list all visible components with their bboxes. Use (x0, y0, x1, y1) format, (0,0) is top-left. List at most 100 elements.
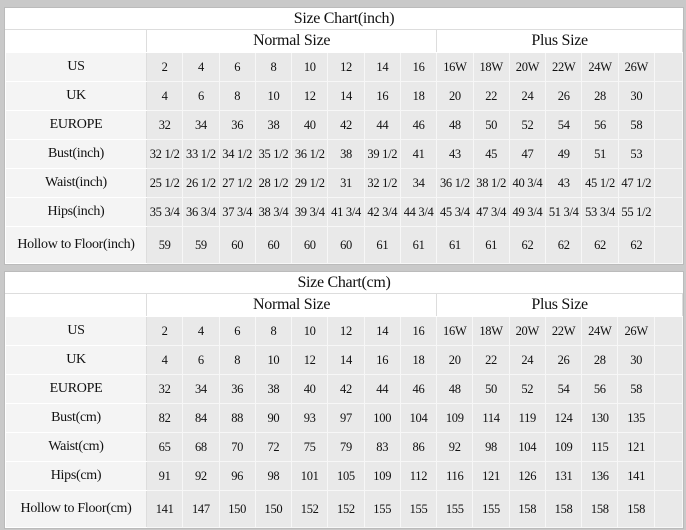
size-value: 51 3/4 (545, 197, 583, 227)
size-value: 104 (508, 432, 546, 462)
size-value: 96 (218, 461, 256, 491)
size-value: 26W (617, 316, 655, 346)
size-chart-cm: Size Chart(cm) Normal Size Plus Size US 2 4 6 8… (4, 271, 684, 529)
size-value: 18W (472, 52, 510, 82)
size-value: 6 (182, 345, 220, 375)
size-value: 24W (581, 316, 619, 346)
size-value: 50 (472, 110, 510, 140)
size-value: 46 (399, 374, 438, 404)
table-row: Hollow to Floor(cm) 141 147 150 150 152 152 155… (5, 490, 684, 528)
size-value: 43 (436, 139, 474, 169)
size-value: 61 (472, 226, 510, 264)
size-value: 65 (145, 432, 184, 462)
size-value: 49 (545, 139, 583, 169)
empty-cell (653, 461, 684, 491)
size-table: Size Chart(inch) Normal Size Plus Size US 2 4… (5, 8, 683, 264)
empty-cell (654, 226, 683, 264)
row-label: Hips(cm) (5, 461, 147, 491)
size-value: 141 (145, 490, 184, 528)
size-value: 61 (399, 226, 438, 264)
row-label: US (5, 52, 147, 82)
size-value: 100 (363, 403, 401, 433)
table-row: Bust(inch) 32 1/2 33 1/2 34 1/2 35 1/2 36 1/2… (5, 139, 683, 169)
table-row: EUROPE 32 34 36 38 40 42 44 46 48 50 52 54 56 58 (5, 110, 683, 140)
size-value: 97 (327, 403, 365, 433)
size-value: 22 (472, 345, 510, 375)
size-value: 42 3/4 (363, 197, 401, 227)
row-label: EUROPE (5, 374, 147, 404)
size-value: 44 (363, 374, 401, 404)
blank-cell (5, 293, 147, 317)
size-value: 91 (145, 461, 184, 491)
size-table: Size Chart(cm) Normal Size Plus Size US 2 4 6 8… (5, 272, 684, 528)
size-value: 45 (472, 139, 510, 169)
size-value: 83 (363, 432, 401, 462)
normal-size-header: Normal Size (145, 293, 438, 317)
size-value: 130 (581, 403, 619, 433)
size-value: 109 (363, 461, 401, 491)
size-value: 12 (291, 345, 329, 375)
size-value: 62 (508, 226, 547, 264)
size-value: 55 1/2 (617, 197, 656, 227)
size-value: 14 (363, 316, 401, 346)
size-value: 155 (472, 490, 510, 528)
row-label: Hips(inch) (5, 197, 147, 227)
size-value: 152 (327, 490, 365, 528)
size-value: 158 (544, 490, 583, 528)
size-value: 38 3/4 (254, 197, 293, 227)
size-value: 32 1/2 (363, 168, 401, 198)
size-value: 34 (182, 110, 220, 140)
row-label: UK (5, 345, 147, 375)
size-value: 44 (363, 110, 401, 140)
size-value: 31 (327, 168, 365, 198)
size-value: 36 1/2 (436, 168, 474, 198)
empty-cell (654, 52, 683, 82)
size-value: 135 (617, 403, 655, 433)
size-value: 16W (436, 316, 474, 346)
section-row: Normal Size Plus Size (5, 29, 683, 53)
size-value: 18 (399, 345, 438, 375)
empty-cell (654, 81, 683, 111)
size-value: 32 (145, 374, 184, 404)
size-value: 53 3/4 (581, 197, 619, 227)
empty-cell (653, 316, 684, 346)
size-value: 104 (399, 403, 438, 433)
size-value: 27 1/2 (218, 168, 256, 198)
size-value: 4 (182, 52, 220, 82)
empty-cell (654, 197, 683, 227)
size-value: 121 (472, 461, 510, 491)
row-label: EUROPE (5, 110, 147, 140)
size-value: 98 (254, 461, 293, 491)
size-value: 158 (617, 490, 655, 528)
size-value: 62 (545, 226, 583, 264)
size-value: 28 1/2 (254, 168, 293, 198)
size-value: 56 (581, 374, 619, 404)
table-row: Bust(cm) 82 84 88 90 93 97 100 104 109 114 119 124 13… (5, 403, 684, 433)
size-value: 150 (254, 490, 293, 528)
row-label: US (5, 316, 147, 346)
size-value: 105 (327, 461, 365, 491)
size-value: 79 (327, 432, 365, 462)
size-value: 32 (145, 110, 184, 140)
size-value: 62 (581, 226, 619, 264)
table-row: UK 4 6 8 10 12 14 16 18 20 22 24 26 28 30 (5, 81, 683, 111)
normal-size-header: Normal Size (145, 29, 438, 53)
table-row: US 2 4 6 8 10 12 14 16 16W 18W 20W 22W 24W 26W (5, 316, 684, 346)
row-label: UK (5, 81, 147, 111)
size-value: 75 (291, 432, 329, 462)
size-value: 131 (544, 461, 583, 491)
size-value: 42 (327, 374, 365, 404)
size-value: 16 (399, 316, 438, 346)
size-value: 54 (544, 374, 583, 404)
size-value: 70 (218, 432, 256, 462)
size-value: 30 (617, 345, 655, 375)
title-row: Size Chart(cm) (5, 272, 683, 294)
plus-size-header: Plus Size (436, 293, 683, 317)
size-value: 147 (182, 490, 220, 528)
size-value: 20 (436, 81, 474, 111)
empty-cell (653, 490, 684, 528)
size-value: 45 1/2 (581, 168, 619, 198)
size-value: 52 (508, 110, 547, 140)
size-value: 59 (182, 226, 220, 264)
size-value: 61 (363, 226, 401, 264)
